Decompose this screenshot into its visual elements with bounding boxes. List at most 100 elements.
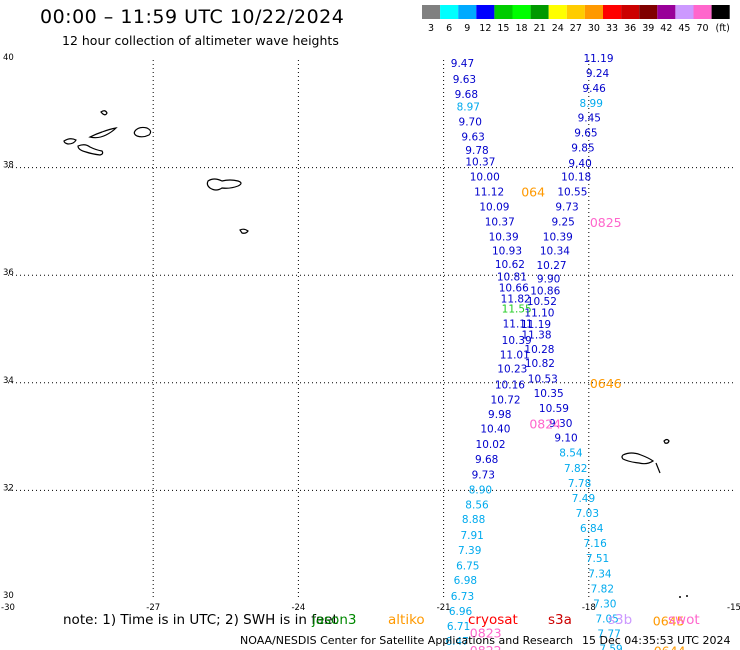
legend-label: 6 [446, 23, 452, 34]
wave-height-value: 10.37 [465, 157, 495, 169]
legend-swatch-11 [603, 5, 622, 19]
wave-height-value: 8.97 [457, 101, 480, 113]
wave-height-value: 9.63 [453, 74, 476, 86]
wave-height-value: 10.35 [534, 388, 564, 400]
lon-tick-label: -24 [291, 603, 305, 613]
legend-swatch-12 [621, 5, 640, 19]
wave-height-value: 9.30 [549, 418, 572, 430]
wave-height-value: 6.47 [445, 636, 468, 648]
wave-height-value: 9.24 [586, 68, 610, 80]
wave-height-value: 10.16 [495, 379, 525, 391]
wave-height-value: 6.98 [454, 575, 477, 587]
wave-height-value: 9.25 [551, 216, 574, 228]
wave-height-value: 10.27 [537, 260, 567, 272]
lat-tick-label: 36 [3, 268, 14, 278]
lat-tick-label: 32 [3, 483, 14, 493]
wave-height-value: 9.47 [451, 58, 474, 70]
coastline-island [621, 452, 655, 465]
legend-swatch-14 [657, 5, 676, 19]
wave-height-value: 9.46 [582, 83, 606, 95]
legend-swatch-1 [422, 5, 441, 19]
lon-tick-label: -21 [437, 603, 451, 613]
wave-height-value: 10.37 [485, 216, 515, 228]
pass-time-label: 0645 [653, 614, 685, 629]
wave-height-value: 10.39 [489, 231, 519, 243]
legend-swatch-15 [675, 5, 694, 19]
coastline-island [655, 462, 661, 474]
pass-time-label: 0646 [590, 376, 622, 391]
wave-height-value: 6.71 [447, 621, 470, 633]
wave-height-value: 9.73 [555, 201, 578, 213]
pass-time-label: 064 [521, 184, 545, 199]
legend-label: 70 [697, 23, 709, 34]
legend-label: 36 [624, 23, 636, 34]
footer-credit: NOAA/NESDIS Center for Satellite Applica… [240, 634, 574, 647]
color-legend: 3 6 9 12 15 18 21 24 27 30 33 36 39 42 45 70 (ft) [422, 5, 730, 34]
legend-label: (ft) [715, 23, 729, 34]
wave-height-value: 11.12 [474, 186, 504, 198]
wave-height-value: 9.65 [574, 128, 597, 140]
lon-tick-label: -15 [727, 603, 740, 613]
wave-height-value: 7.77 [597, 629, 620, 641]
wave-height-value: 10.23 [497, 363, 527, 375]
wave-height-value: 7.05 [595, 613, 618, 625]
wave-height-value: 6.73 [451, 591, 474, 603]
wave-height-value: 11.19 [583, 53, 613, 65]
legend-swatch-7 [530, 5, 549, 19]
legend-label: 24 [552, 23, 564, 34]
wave-height-value: 11.11 [503, 319, 533, 331]
legend-label: 12 [479, 23, 491, 34]
pass-time-label: 0644 [654, 644, 686, 650]
legend-swatch-5 [494, 5, 513, 19]
wave-height-value: 9.68 [475, 454, 498, 466]
wave-height-value: 10.72 [491, 394, 521, 406]
lat-tick-label: 34 [3, 376, 14, 386]
legend-swatch-3 [458, 5, 477, 19]
wave-height-value: 11.10 [524, 307, 554, 319]
coastline-island [239, 228, 249, 234]
legend-label: 21 [534, 23, 546, 34]
wave-height-value: 10.09 [479, 201, 509, 213]
coastline-island [88, 127, 118, 139]
axis-labels: 40 38 36 34 32 30 -30 -27 -24 -21 -18 -15 [1, 53, 740, 613]
wave-height-value: 9.63 [461, 131, 484, 143]
wave-height-value: 7.51 [586, 553, 609, 565]
coastlines [63, 110, 688, 598]
coastline-island [100, 110, 108, 116]
legend-label: 33 [606, 23, 618, 34]
wave-height-value: 7.34 [588, 568, 612, 580]
legend-swatch-6 [512, 5, 531, 19]
wave-height-value: 9.70 [459, 116, 482, 128]
sat-label-jason3: jason3 [312, 612, 357, 628]
wave-height-value: 7.78 [568, 478, 591, 490]
legend-label: 45 [678, 23, 690, 34]
coastline-island [133, 126, 152, 138]
footer-timestamp: 15 Dec 04:35:53 UTC 2024 [582, 634, 731, 647]
wave-height-value: 9.78 [465, 145, 488, 157]
wave-height-value: 10.39 [543, 231, 573, 243]
wave-height-value: 6.96 [449, 606, 473, 618]
lon-tick-label: -27 [146, 603, 160, 613]
track-values: 9.479.639.688.979.709.639.7810.3710.0011… [445, 53, 622, 650]
pass-time-label: 0823 [470, 625, 502, 640]
time-labels: 064 0825 0646 0824 0645 0644 0823 0822 [470, 184, 686, 650]
wave-height-value: 9.73 [472, 469, 495, 481]
lat-tick-label: 38 [3, 161, 14, 171]
wave-height-value: 6.75 [456, 561, 479, 573]
wave-height-value: 10.55 [557, 186, 587, 198]
wave-height-value: 7.59 [599, 644, 622, 650]
wave-height-value: 10.28 [524, 344, 554, 356]
wave-height-value: 7.82 [591, 583, 614, 595]
wave-height-value: 10.86 [530, 285, 560, 297]
wave-height-value: 7.16 [583, 538, 607, 550]
coastline-island [63, 138, 77, 145]
pass-time-label: 0824 [529, 417, 561, 432]
wave-height-value: 8.90 [469, 484, 492, 496]
wave-height-value: 7.82 [564, 463, 587, 475]
legend-swatch-8 [548, 5, 567, 19]
legend-swatch-4 [476, 5, 495, 19]
sat-label-swot: swot [668, 612, 700, 628]
page-subtitle: 12 hour collection of altimeter wave hei… [62, 33, 339, 48]
lon-tick-label: -18 [582, 603, 596, 613]
wave-height-value: 10.66 [499, 283, 529, 295]
